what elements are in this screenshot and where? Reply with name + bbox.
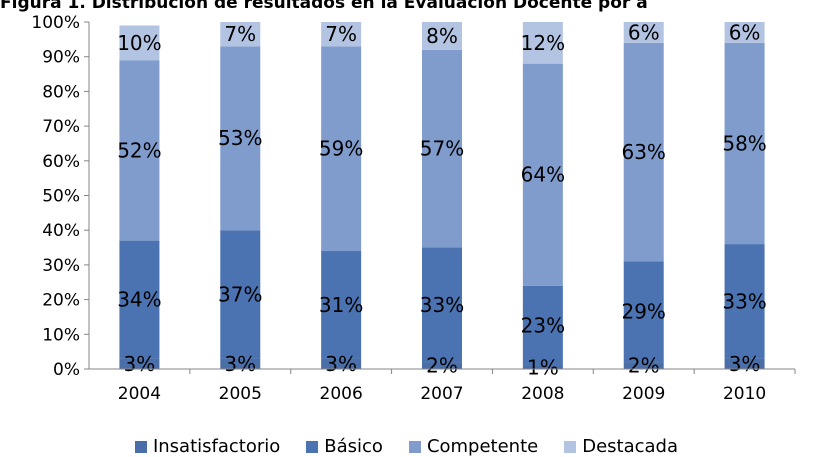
x-axis: 2004 2005 2006 2007 2008 2009 2010 [89, 368, 796, 404]
legend: Insatisfactorio Básico Competente Destac… [0, 436, 813, 457]
legend-label: Destacada [582, 436, 679, 457]
y-tick-label: 0% [53, 360, 80, 380]
data-label: 59% [319, 137, 363, 161]
data-label: 31% [319, 293, 363, 317]
bar-segment-competente [321, 46, 362, 252]
data-label: 6% [729, 20, 761, 44]
data-label: 57% [420, 137, 464, 161]
data-label: 2% [628, 354, 660, 378]
x-tick-label: 2004 [118, 384, 161, 404]
data-label: 33% [420, 293, 464, 317]
bar-segment-insatisfactorio [321, 358, 362, 369]
data-label: 3% [224, 352, 256, 376]
bar-segment-básico [220, 230, 261, 359]
bar-segment-destacada [623, 22, 664, 43]
data-label: 34% [117, 288, 161, 312]
legend-item-destacada: Destacada [564, 436, 678, 457]
y-tick-label: 20% [42, 291, 80, 311]
data-label: 37% [218, 282, 262, 306]
data-label: 3% [124, 352, 156, 376]
data-label: 8% [426, 24, 458, 48]
x-tick-label: 2010 [723, 384, 766, 404]
bar-segment-competente [220, 46, 261, 231]
bar-segment-destacada [724, 22, 765, 43]
y-tick-label: 60% [42, 152, 80, 172]
legend-item-competente: Competente [408, 436, 539, 457]
bar-segment-básico [623, 261, 664, 363]
legend-label: Insatisfactorio [152, 436, 281, 457]
bar-segment-competente [724, 42, 765, 245]
y-tick-label: 70% [42, 117, 80, 137]
data-labels: 3% 34% 52% 10% 3% 37% 53% 7% 3% 31% 59% 7% 2% 33% 57% 8… [117, 20, 767, 379]
data-label: 7% [224, 22, 256, 46]
data-label: 10% [117, 31, 161, 55]
bar-segment-destacada [522, 22, 563, 64]
y-tick-label: 30% [42, 256, 80, 276]
legend-item-basico: Básico [306, 436, 383, 457]
y-tick-label: 80% [42, 82, 80, 102]
data-label: 63% [621, 140, 665, 164]
bar-segment-destacada [220, 22, 261, 47]
bar-segment-básico [522, 285, 563, 366]
bar-segment-básico [422, 247, 462, 363]
x-tick-label: 2006 [320, 384, 363, 404]
y-tick-label: 50% [42, 187, 80, 207]
bar-segment-básico [119, 240, 160, 359]
bar-segment-básico [724, 244, 765, 359]
data-label: 33% [722, 289, 766, 313]
data-label: 3% [729, 352, 761, 376]
data-label: 12% [521, 31, 565, 55]
data-label: 64% [521, 163, 565, 187]
bar-segment-insatisfactorio [623, 362, 664, 369]
bar-segment-competente [422, 49, 462, 248]
data-label: 2% [426, 354, 458, 378]
x-tick-label: 2007 [420, 384, 463, 404]
bar-segment-básico [321, 251, 362, 359]
bar-segment-insatisfactorio [724, 358, 765, 369]
data-label: 23% [521, 314, 565, 338]
y-tick-label: 100% [31, 13, 80, 33]
bar-segment-destacada [422, 22, 462, 50]
bar-segment-destacada [119, 25, 160, 61]
y-axis: 0% 10% 20% 30% 40% 50% 60% 70% 80% 90% 100% [31, 13, 90, 380]
y-tick-label: 90% [42, 48, 80, 68]
x-tick-label: 2008 [521, 384, 564, 404]
x-tick-label: 2009 [622, 384, 665, 404]
legend-item-insatisfactorio: Insatisfactorio [134, 436, 281, 457]
bar-segment-competente [522, 63, 563, 286]
legend-label: Básico [324, 436, 383, 457]
data-label: 3% [325, 352, 357, 376]
bar-segment-competente [119, 60, 160, 241]
data-label: 52% [117, 138, 161, 162]
legend-swatch [306, 440, 319, 453]
bar-segment-insatisfactorio [220, 358, 261, 369]
y-tick-label: 40% [42, 221, 80, 241]
bar-segment-competente [623, 42, 664, 262]
chart-title: Figura 1. Distribución de resultados en … [0, 0, 648, 13]
data-label: 58% [722, 131, 766, 155]
data-label: 7% [325, 22, 357, 46]
x-tick-label: 2005 [219, 384, 262, 404]
data-label: 29% [621, 300, 665, 324]
bar-segment-insatisfactorio [119, 358, 160, 369]
legend-swatch [408, 440, 421, 453]
bars [119, 22, 765, 369]
stacked-bar-chart: 0% 10% 20% 30% 40% 50% 60% 70% 80% 90% 100% 3% 34% 5… [31, 13, 796, 404]
data-label: 53% [218, 126, 262, 150]
legend-label: Competente [426, 436, 539, 457]
bar-segment-insatisfactorio [422, 362, 462, 369]
bar-segment-insatisfactorio [522, 365, 563, 369]
data-label: 1% [527, 355, 559, 379]
bar-segment-destacada [321, 22, 362, 47]
data-label: 6% [628, 20, 660, 44]
y-tick-label: 10% [42, 325, 80, 345]
legend-swatch [134, 440, 147, 453]
legend-swatch [564, 440, 577, 453]
